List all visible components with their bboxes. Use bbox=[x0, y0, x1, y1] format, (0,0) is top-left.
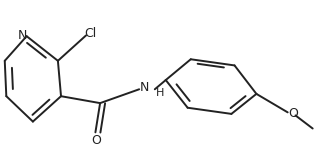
Text: N: N bbox=[18, 29, 27, 42]
Text: O: O bbox=[289, 107, 299, 120]
Text: O: O bbox=[91, 134, 101, 147]
Text: N: N bbox=[140, 81, 150, 94]
Text: H: H bbox=[155, 88, 164, 98]
Text: Cl: Cl bbox=[85, 27, 97, 40]
